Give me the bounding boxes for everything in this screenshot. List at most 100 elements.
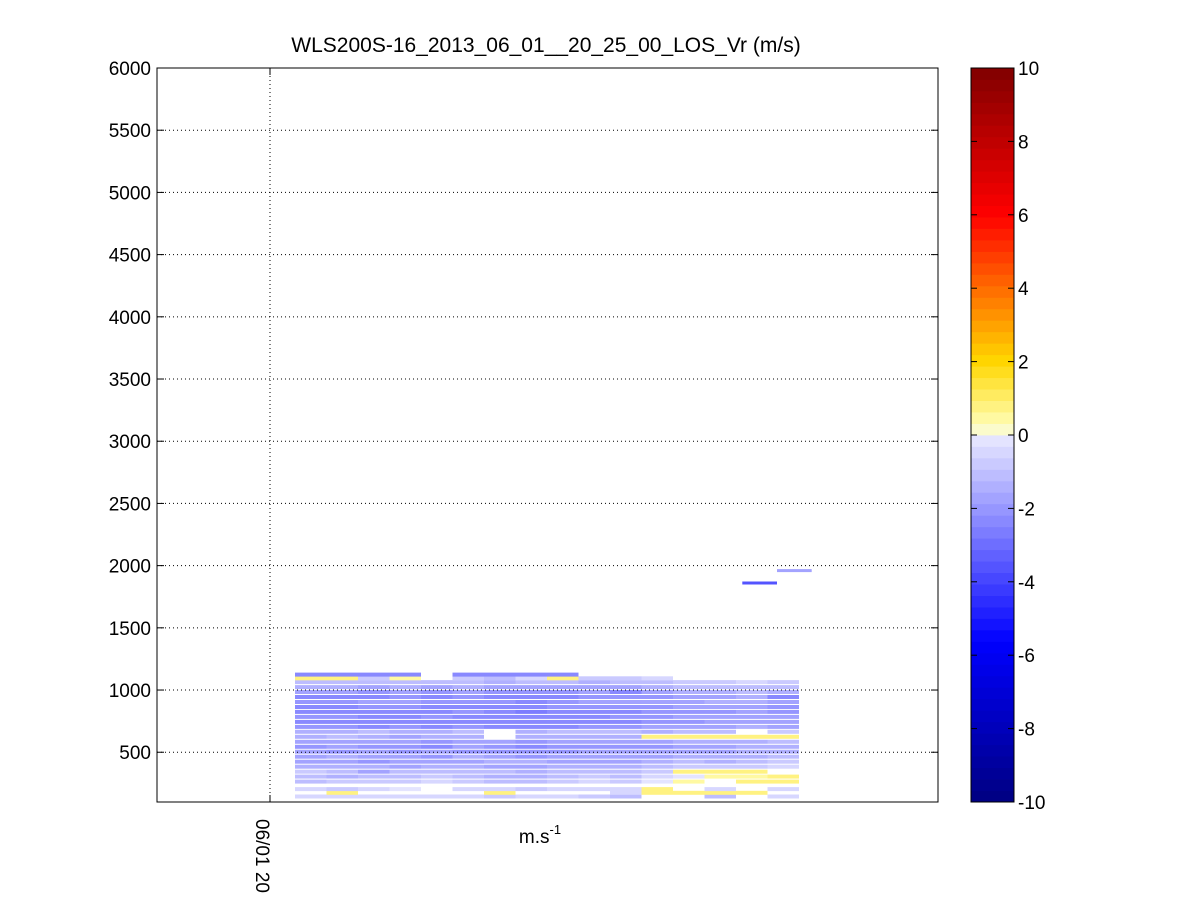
heatmap-cell (295, 690, 327, 694)
heatmap-cell (736, 754, 768, 759)
colorbar-segment (971, 171, 1014, 184)
heatmap-cell (767, 709, 799, 714)
heatmap-cell (641, 769, 673, 774)
heatmap-cell (673, 739, 705, 744)
heatmap-cell (547, 709, 579, 714)
y-tick-label: 1500 (109, 619, 151, 640)
heatmap-cell (610, 719, 642, 724)
colorbar-tick-label: 6 (1018, 206, 1029, 227)
heatmap-cell (641, 749, 673, 754)
colorbar-tick-label: -6 (1018, 646, 1035, 667)
heatmap-cell (389, 774, 421, 779)
heatmap-cell (421, 749, 453, 754)
heatmap-cell (736, 714, 768, 719)
colorbar-segment (971, 538, 1014, 551)
heatmap-cell (421, 714, 453, 719)
heatmap-cell (704, 744, 736, 749)
heatmap-cell (610, 790, 642, 795)
colorbar-segment (971, 641, 1014, 654)
heatmap-cell (515, 754, 547, 759)
heatmap-cell (641, 700, 673, 704)
heatmap-cells (295, 569, 812, 799)
heatmap-cell (515, 685, 547, 690)
heatmap-cell (515, 729, 547, 734)
heatmap-cell (578, 764, 610, 769)
heatmap-cell (515, 724, 547, 729)
y-tick-label: 500 (119, 743, 151, 764)
heatmap-cell (421, 700, 453, 704)
heatmap-cell (389, 794, 421, 799)
colorbar-segment (971, 698, 1014, 711)
y-tick-label: 4000 (109, 308, 151, 329)
heatmap-cell (452, 724, 484, 729)
colorbar-segment (971, 102, 1014, 115)
heatmap-cell (358, 764, 390, 769)
heatmap-cell (326, 676, 358, 681)
heatmap-cell (358, 754, 390, 759)
heatmap-cell (736, 739, 768, 744)
heatmap-cell (295, 744, 327, 749)
colorbar-segment (971, 744, 1014, 757)
heatmap-cell (704, 729, 736, 734)
heatmap-cell (389, 709, 421, 714)
heatmap-cell (358, 794, 390, 799)
heatmap-cell (484, 754, 516, 759)
y-tick-label: 5000 (109, 183, 151, 204)
heatmap-cell (767, 749, 799, 754)
x-axis-label: m.s-1 (519, 822, 561, 848)
heatmap-cell (452, 719, 484, 724)
heatmap-cell (547, 749, 579, 754)
heatmap-cell (358, 734, 390, 739)
colorbar-segment (971, 607, 1014, 619)
heatmap-cell (421, 705, 453, 709)
heatmap-cell (484, 695, 516, 699)
heatmap-cell (641, 685, 673, 690)
heatmap-cell (484, 744, 516, 749)
heatmap-cell (641, 790, 673, 795)
heatmap-cell (484, 769, 516, 774)
heatmap-cell (484, 794, 516, 799)
colorbar-segment (971, 217, 1014, 229)
heatmap-cell (547, 680, 579, 685)
heatmap-cell (736, 680, 768, 685)
heatmap-cell (421, 774, 453, 779)
axes: 500 1000 1500 2000 2500 3000 3500 4000 4500 5000 5… (109, 59, 938, 893)
colorbar-tick-label: 10 (1018, 59, 1039, 80)
heatmap-cell (295, 739, 327, 744)
heatmap-cell (389, 714, 421, 719)
heatmap-cell (767, 744, 799, 749)
heatmap-cell (610, 690, 642, 694)
heatmap-cell (295, 764, 327, 769)
heatmap-cell (452, 690, 484, 694)
colorbar-segment (971, 423, 1014, 436)
heatmap-cell (326, 734, 358, 739)
heatmap-cell (326, 685, 358, 690)
heatmap-cell (641, 759, 673, 764)
heatmap-cell (515, 714, 547, 719)
heatmap-cell (547, 774, 579, 779)
heatmap-cell (484, 700, 516, 704)
heatmap-cell (610, 734, 642, 739)
colorbar-segment (971, 79, 1014, 92)
heatmap-cell (742, 581, 777, 585)
heatmap-cell (767, 695, 799, 699)
heatmap-cell (295, 749, 327, 754)
colorbar-segment (971, 377, 1014, 390)
heatmap-cell (389, 787, 421, 792)
heatmap-cell (389, 779, 421, 784)
heatmap-cell (578, 685, 610, 690)
colorbar-segment (971, 435, 1014, 447)
heatmap-cell (389, 695, 421, 699)
heatmap-cell (421, 754, 453, 759)
heatmap-cell (736, 774, 768, 779)
heatmap-cell (515, 749, 547, 754)
heatmap-cell (452, 774, 484, 779)
heatmap-cell (736, 744, 768, 749)
heatmap-cell (704, 700, 736, 704)
heatmap-cell (547, 714, 579, 719)
heatmap-cell (578, 690, 610, 694)
heatmap-cell (515, 709, 547, 714)
heatmap-cell (610, 739, 642, 744)
heatmap-cell (295, 700, 327, 704)
heatmap-cell (421, 719, 453, 724)
